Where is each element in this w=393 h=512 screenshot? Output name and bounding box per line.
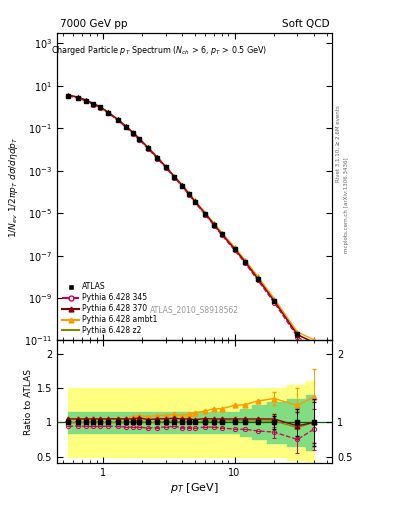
Text: Rivet 3.1.10, ≥ 2.6M events: Rivet 3.1.10, ≥ 2.6M events (336, 105, 341, 182)
Text: ATLAS_2010_S8918562: ATLAS_2010_S8918562 (150, 305, 239, 314)
Text: Charged Particle $p_T$ Spectrum ($N_{ch}$ > 6, $p_T$ > 0.5 GeV): Charged Particle $p_T$ Spectrum ($N_{ch}… (51, 44, 267, 57)
Y-axis label: $1/N_{ev}$ $1/2\pi p_T$ $d\sigma/d\eta dp_T$: $1/N_{ev}$ $1/2\pi p_T$ $d\sigma/d\eta d… (7, 136, 20, 238)
Text: 7000 GeV pp: 7000 GeV pp (60, 18, 127, 29)
Legend: ATLAS, Pythia 6.428 345, Pythia 6.428 370, Pythia 6.428 ambt1, Pythia 6.428 z2: ATLAS, Pythia 6.428 345, Pythia 6.428 37… (61, 281, 159, 337)
Text: Soft QCD: Soft QCD (282, 18, 329, 29)
Text: mcplots.cern.ch [arXiv:1306.3436]: mcplots.cern.ch [arXiv:1306.3436] (344, 157, 349, 252)
Y-axis label: Ratio to ATLAS: Ratio to ATLAS (24, 369, 33, 435)
X-axis label: $p_T$ [GeV]: $p_T$ [GeV] (170, 481, 219, 495)
